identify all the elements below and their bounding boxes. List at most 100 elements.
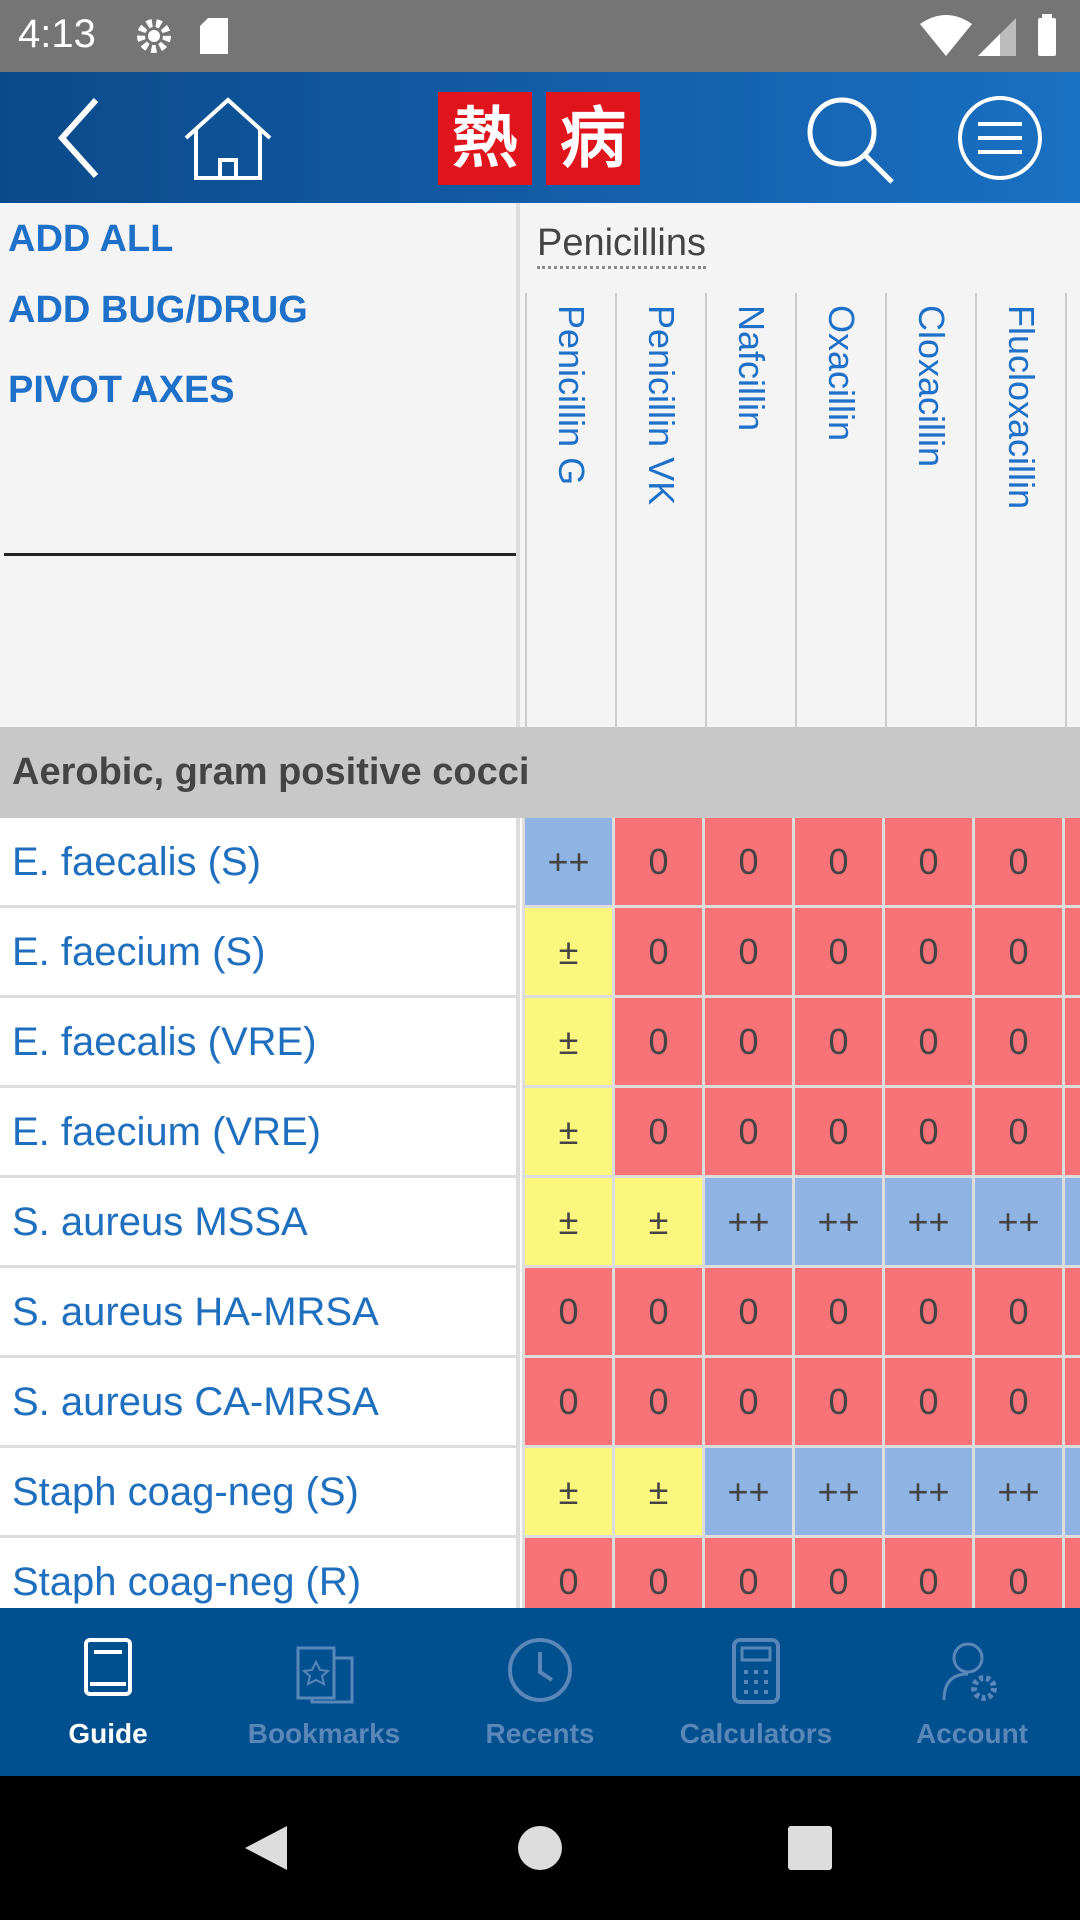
- system-nav-icons: [245, 1826, 832, 1870]
- app-bar-icons: [57, 96, 1042, 184]
- nav-item[interactable]: Bookmarks: [216, 1608, 432, 1776]
- nav-item[interactable]: Account: [864, 1608, 1080, 1776]
- organism-name[interactable]: S. aureus HA-MRSA: [0, 1268, 520, 1358]
- activity-cell[interactable]: 0: [972, 1088, 1062, 1178]
- activity-cell[interactable]: 0: [612, 1538, 702, 1608]
- organism-name[interactable]: E. faecium (S): [0, 908, 520, 998]
- activity-cell[interactable]: 0: [882, 1538, 972, 1608]
- home-key[interactable]: [518, 1826, 562, 1870]
- drug-column-header[interactable]: Flucloxacillin: [975, 293, 1065, 727]
- drug-column-header: [1065, 293, 1080, 727]
- activity-cell[interactable]: 0: [702, 1538, 792, 1608]
- activity-cell[interactable]: ++: [522, 818, 612, 908]
- activity-cell[interactable]: 0: [612, 1088, 702, 1178]
- divider: [4, 553, 516, 556]
- activity-cell[interactable]: ++: [972, 1448, 1062, 1538]
- activity-cell[interactable]: 0: [702, 818, 792, 908]
- activity-cell[interactable]: ++: [882, 1178, 972, 1268]
- activity-cell[interactable]: ±: [522, 1448, 612, 1538]
- activity-cell[interactable]: 0: [792, 1268, 882, 1358]
- back-key[interactable]: [245, 1826, 287, 1870]
- activity-cell[interactable]: 0: [882, 998, 972, 1088]
- activity-cell[interactable]: 0: [792, 998, 882, 1088]
- nav-label: Account: [916, 1718, 1028, 1749]
- nav-item[interactable]: Calculators: [648, 1608, 864, 1776]
- activity-cell[interactable]: ++: [702, 1448, 792, 1538]
- back-button[interactable]: [57, 97, 99, 179]
- activity-cell[interactable]: ±: [612, 1178, 702, 1268]
- activity-cell[interactable]: 0: [522, 1268, 612, 1358]
- activity-cell[interactable]: 0: [792, 908, 882, 998]
- activity-cell[interactable]: 0: [882, 1088, 972, 1178]
- activity-cell[interactable]: 0: [882, 908, 972, 998]
- drug-group[interactable]: Penicillins: [537, 220, 706, 269]
- organism-name[interactable]: S. aureus CA-MRSA: [0, 1358, 520, 1448]
- nav-item[interactable]: Recents: [432, 1608, 648, 1776]
- drug-column-header[interactable]: Oxacillin: [795, 293, 885, 727]
- activity-cell[interactable]: 0: [612, 1358, 702, 1448]
- organism-name[interactable]: S. aureus MSSA: [0, 1178, 520, 1268]
- activity-cell[interactable]: ++: [882, 1448, 972, 1538]
- logo-char: 熱: [438, 92, 532, 185]
- nav-label: Bookmarks: [247, 1718, 401, 1749]
- activity-cell[interactable]: 0: [972, 1268, 1062, 1358]
- activity-cell[interactable]: 0: [612, 818, 702, 908]
- activity-cell[interactable]: 0: [882, 818, 972, 908]
- activity-cell[interactable]: 0: [972, 1538, 1062, 1608]
- search-button[interactable]: [807, 97, 894, 184]
- activity-cell[interactable]: 0: [522, 1358, 612, 1448]
- activity-cell[interactable]: 0: [972, 908, 1062, 998]
- partial-cell: [1062, 1178, 1080, 1268]
- activity-cell[interactable]: ±: [522, 908, 612, 998]
- activity-cell[interactable]: ++: [972, 1178, 1062, 1268]
- activity-cell[interactable]: 0: [792, 1538, 882, 1608]
- activity-cell[interactable]: 0: [702, 998, 792, 1088]
- activity-cell[interactable]: 0: [882, 1268, 972, 1358]
- activity-cell[interactable]: 0: [702, 908, 792, 998]
- partial-cell: [1062, 1358, 1080, 1448]
- drug-column-header[interactable]: Penicillin VK: [615, 293, 705, 727]
- activity-cell[interactable]: 0: [792, 1358, 882, 1448]
- activity-cell[interactable]: 0: [792, 818, 882, 908]
- activity-cell[interactable]: 0: [972, 818, 1062, 908]
- activity-cell[interactable]: 0: [522, 1538, 612, 1608]
- drug-column-header[interactable]: Penicillin G: [525, 293, 615, 727]
- activity-cell[interactable]: 0: [882, 1358, 972, 1448]
- activity-cell[interactable]: ±: [522, 998, 612, 1088]
- status-icons: [137, 18, 228, 54]
- organism-name[interactable]: E. faecalis (S): [0, 818, 520, 908]
- activity-cell[interactable]: ±: [522, 1088, 612, 1178]
- activity-cell[interactable]: 0: [612, 1268, 702, 1358]
- activity-cell[interactable]: ++: [702, 1178, 792, 1268]
- activity-cell[interactable]: 0: [702, 1268, 792, 1358]
- activity-cell[interactable]: 0: [792, 1088, 882, 1178]
- options-panel: ADD ALL ADD BUG/DRUG PIVOT AXES: [0, 203, 520, 727]
- system-nav: [0, 1776, 1080, 1920]
- partial-cell: [1062, 1268, 1080, 1358]
- activity-cell[interactable]: 0: [702, 1088, 792, 1178]
- activity-cell[interactable]: 0: [612, 908, 702, 998]
- activity-cell[interactable]: ±: [522, 1178, 612, 1268]
- activity-cell[interactable]: 0: [612, 998, 702, 1088]
- partial-cell: [1062, 908, 1080, 998]
- recents-key[interactable]: [788, 1826, 832, 1870]
- organism-name[interactable]: E. faecium (VRE): [0, 1088, 520, 1178]
- organism-name[interactable]: E. faecalis (VRE): [0, 998, 520, 1088]
- partial-cell: [1062, 1088, 1080, 1178]
- drug-column-header[interactable]: Cloxacillin: [885, 293, 975, 727]
- activity-cell[interactable]: ++: [792, 1178, 882, 1268]
- home-button[interactable]: [184, 97, 272, 180]
- activity-cell[interactable]: ++: [792, 1448, 882, 1538]
- add-bug-drug[interactable]: ADD BUG/DRUG: [8, 289, 308, 331]
- menu-button[interactable]: [958, 96, 1042, 180]
- organism-name[interactable]: Staph coag-neg (R): [0, 1538, 520, 1608]
- activity-cell[interactable]: 0: [972, 998, 1062, 1088]
- pivot-axes[interactable]: PIVOT AXES: [8, 369, 235, 411]
- nav-item[interactable]: Guide: [0, 1608, 216, 1776]
- activity-cell[interactable]: 0: [972, 1358, 1062, 1448]
- add-all[interactable]: ADD ALL: [8, 218, 174, 260]
- activity-cell[interactable]: 0: [702, 1358, 792, 1448]
- activity-cell[interactable]: ±: [612, 1448, 702, 1538]
- drug-column-header[interactable]: Nafcillin: [705, 293, 795, 727]
- organism-name[interactable]: Staph coag-neg (S): [0, 1448, 520, 1538]
